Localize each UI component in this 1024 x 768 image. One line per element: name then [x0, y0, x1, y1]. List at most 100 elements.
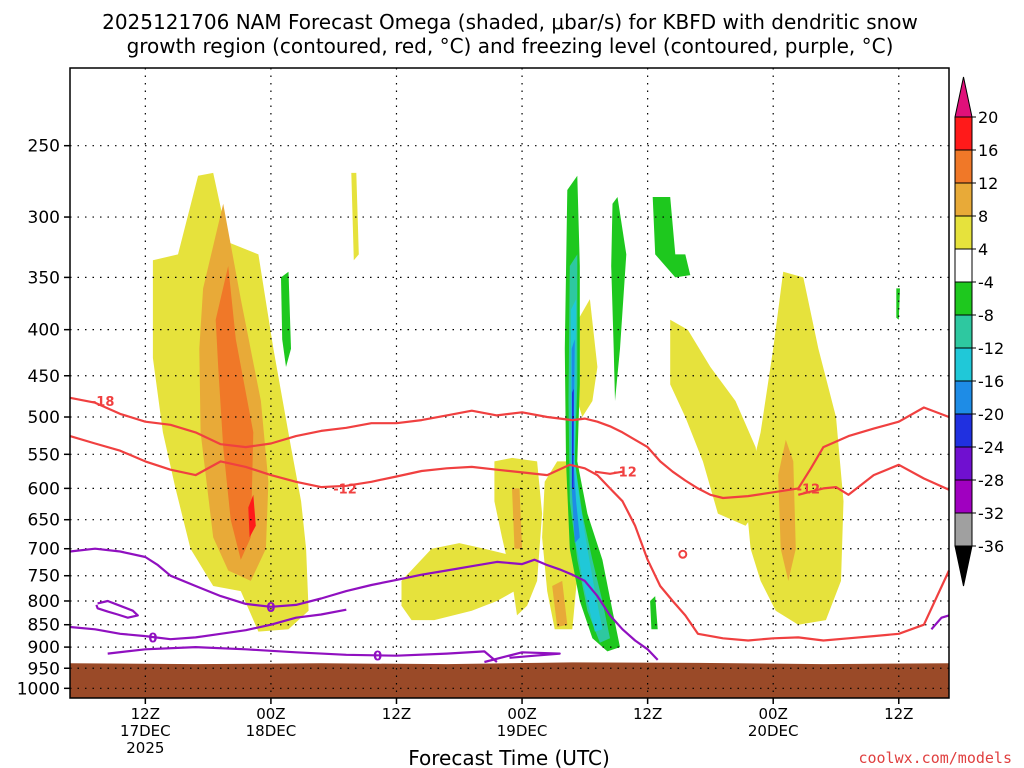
x-tick-label-6-2: 2025: [126, 739, 164, 757]
omega-region-15: [652, 197, 691, 278]
omega-region-16: [896, 288, 900, 320]
colorbar-label-4: 4: [978, 240, 988, 259]
y-tick-label-400: 400: [28, 321, 60, 341]
y-tick-label-300: 300: [28, 208, 60, 228]
omega-region-9: [552, 580, 568, 627]
colorbar-swatch-2: [954, 182, 973, 217]
omega-region-2: [215, 266, 254, 560]
y-tick-label-800: 800: [28, 592, 60, 612]
y-tick-label-500: 500: [28, 408, 60, 428]
y-tick-label-700: 700: [28, 540, 60, 560]
omega-region-12: [745, 271, 844, 625]
colorbar-label-13: -36: [978, 537, 1004, 556]
colorbar-label-2: 12: [978, 174, 998, 193]
y-tick-label-350: 350: [28, 268, 60, 288]
x-tick-label-46-0: 12Z: [633, 705, 662, 723]
purple-contour-label-1: 0: [148, 631, 157, 646]
y-tick-label-250: 250: [28, 137, 60, 157]
y-tick-label-1000: 1000: [17, 679, 60, 699]
x-tick-label-56-0: 00Z: [759, 705, 788, 723]
red-contour-line-3: [594, 470, 623, 475]
colorbar-swatch-7: [954, 347, 973, 382]
red-contour-label-2: -12: [797, 482, 821, 497]
colorbar-top-arrow: [954, 76, 973, 118]
colorbar-swatch-8: [954, 380, 973, 415]
x-tick-label-16-1: 18DEC: [246, 722, 297, 740]
omega-region-17: [650, 596, 658, 630]
x-tick-label-6-0: 12Z: [131, 705, 160, 723]
colorbar-label-11: -28: [978, 471, 1004, 490]
colorbar-swatch-1: [954, 149, 973, 184]
omega-region-21: [571, 299, 603, 632]
purple-contour-line-4: [95, 599, 139, 619]
plot-frame: [69, 67, 950, 699]
omega-region-19: [611, 197, 627, 401]
red-contour-label-3: -12: [613, 466, 637, 481]
colorbar-swatch-12: [954, 512, 973, 547]
purple-contour-line-1: [69, 608, 347, 641]
y-tick-label-850: 850: [28, 616, 60, 636]
y-tick-label-450: 450: [28, 367, 60, 387]
y-tick-label-750: 750: [28, 567, 60, 587]
colorbar-label-12: -32: [978, 504, 1004, 523]
colorbar-label-9: -20: [978, 405, 1004, 424]
x-axis-label: Forecast Time (UTC): [408, 746, 610, 768]
x-tick-label-26-0: 12Z: [382, 705, 411, 723]
omega-region-14: [281, 271, 291, 367]
y-axis: 2503003504004505005506006507007508008509…: [17, 137, 70, 699]
purple-contour-label-0: 0: [266, 601, 275, 616]
red-contour-line-0: [69, 396, 950, 500]
colorbar-swatch-10: [954, 446, 973, 481]
x-tick-label-36-0: 00Z: [507, 705, 536, 723]
x-tick-label-6-1: 17DEC: [120, 722, 171, 740]
y-tick-label-550: 550: [28, 445, 60, 465]
omega-region-3: [248, 494, 256, 538]
purple-contour-line-5: [930, 614, 950, 631]
y-tick-label-650: 650: [28, 511, 60, 531]
colorbar-label-1: 16: [978, 141, 998, 160]
colorbar-label-0: 20: [978, 108, 998, 127]
chart-title-line-2: growth region (contoured, red, °C) and f…: [127, 34, 894, 58]
terrain-fill: [70, 662, 949, 698]
colorbar-swatch-0: [954, 116, 973, 151]
colorbar-label-8: -16: [978, 372, 1004, 391]
purple-contour-label-2: 0: [373, 650, 382, 665]
omega-region-23: [572, 388, 574, 489]
red-small-circle: [678, 549, 688, 559]
purple-contour-line-2: [107, 645, 498, 663]
omega-region-13: [778, 439, 796, 581]
chart-title-line-1: 2025121706 NAM Forecast Omega (shaded, μ…: [102, 10, 918, 34]
purple-contour-line-3: [484, 651, 561, 664]
colorbar-label-6: -8: [978, 306, 994, 325]
colorbar-swatch-4: [954, 248, 973, 283]
plot-area: -18 -12 -12 -12 0 0 0: [69, 67, 950, 699]
colorbar-swatch-9: [954, 413, 973, 448]
y-tick-label-950: 950: [28, 659, 60, 679]
credit-text: coolwx.com/models: [858, 749, 1012, 767]
terrain: [70, 662, 949, 698]
x-tick-label-56-1: 20DEC: [748, 722, 799, 740]
colorbar-swatch-6: [954, 314, 973, 349]
omega-region-11: [670, 319, 764, 526]
red-contour-line-2: [798, 463, 950, 496]
colorbar-swatch-11: [954, 479, 973, 514]
colorbar-label-3: 8: [978, 207, 988, 226]
x-tick-label-66-0: 12Z: [884, 705, 913, 723]
colorbar-bottom-arrow: [954, 545, 973, 587]
colorbar-label-10: -24: [978, 438, 1004, 457]
x-tick-label-16-0: 00Z: [256, 705, 285, 723]
colorbar-swatch-3: [954, 215, 973, 250]
y-tick-label-900: 900: [28, 638, 60, 658]
freezing-level-contours: 0 0 0: [69, 547, 950, 665]
colorbar: 20 16 12 8 4 -4 -8 -12 -16 -20 -24 -28 -32 -36: [954, 76, 1004, 587]
purple-contour-line-0: [69, 547, 659, 661]
y-tick-label-600: 600: [28, 479, 60, 499]
red-contour-line-1: [69, 435, 950, 642]
red-contour-label-0: -18: [91, 395, 115, 410]
dendritic-growth-contours: -18 -12 -12 -12: [69, 395, 950, 642]
grid-lines: [70, 68, 949, 698]
colorbar-swatch-5: [954, 281, 973, 316]
red-contour-label-1: -12: [333, 482, 357, 497]
